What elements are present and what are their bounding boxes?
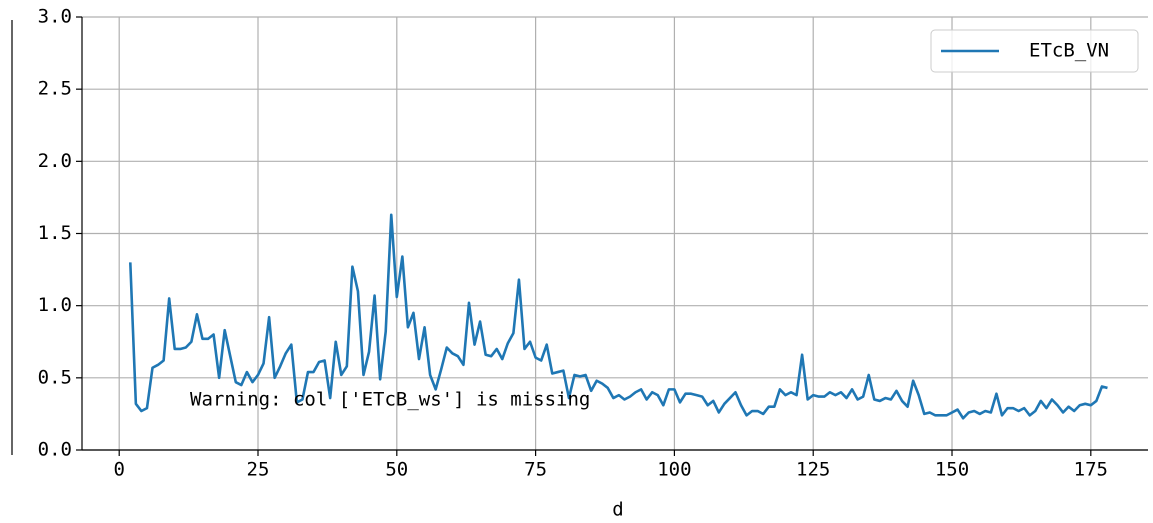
legend-label: ETcB_VN <box>1029 40 1109 62</box>
y-tick-label: 1.0 <box>38 294 72 316</box>
x-tick-label: 75 <box>524 459 547 481</box>
annotation: Warning: col ['ETcB_ws'] is missing <box>190 389 590 411</box>
y-tick-label: 0.5 <box>38 366 72 388</box>
y-tick-label: 1.5 <box>38 222 72 244</box>
y-tick-label: 2.0 <box>38 150 72 172</box>
x-tick-label: 150 <box>935 459 969 481</box>
x-tick-label: 100 <box>657 459 691 481</box>
y-tick-label: 2.5 <box>38 78 72 100</box>
x-tick-label: 25 <box>247 459 270 481</box>
x-tick-label: 0 <box>113 459 124 481</box>
y-tick-label: 0.0 <box>38 439 72 461</box>
x-axis-label: d <box>612 499 623 521</box>
grid <box>82 16 1148 451</box>
plot <box>129 213 1108 420</box>
data-line <box>129 213 1108 420</box>
x-tick-label: 125 <box>796 459 830 481</box>
x-tick-label: 175 <box>1074 459 1108 481</box>
x-tick-label: 50 <box>385 459 408 481</box>
legend-box <box>930 29 1139 73</box>
y-tick-label: 3.0 <box>38 6 72 28</box>
